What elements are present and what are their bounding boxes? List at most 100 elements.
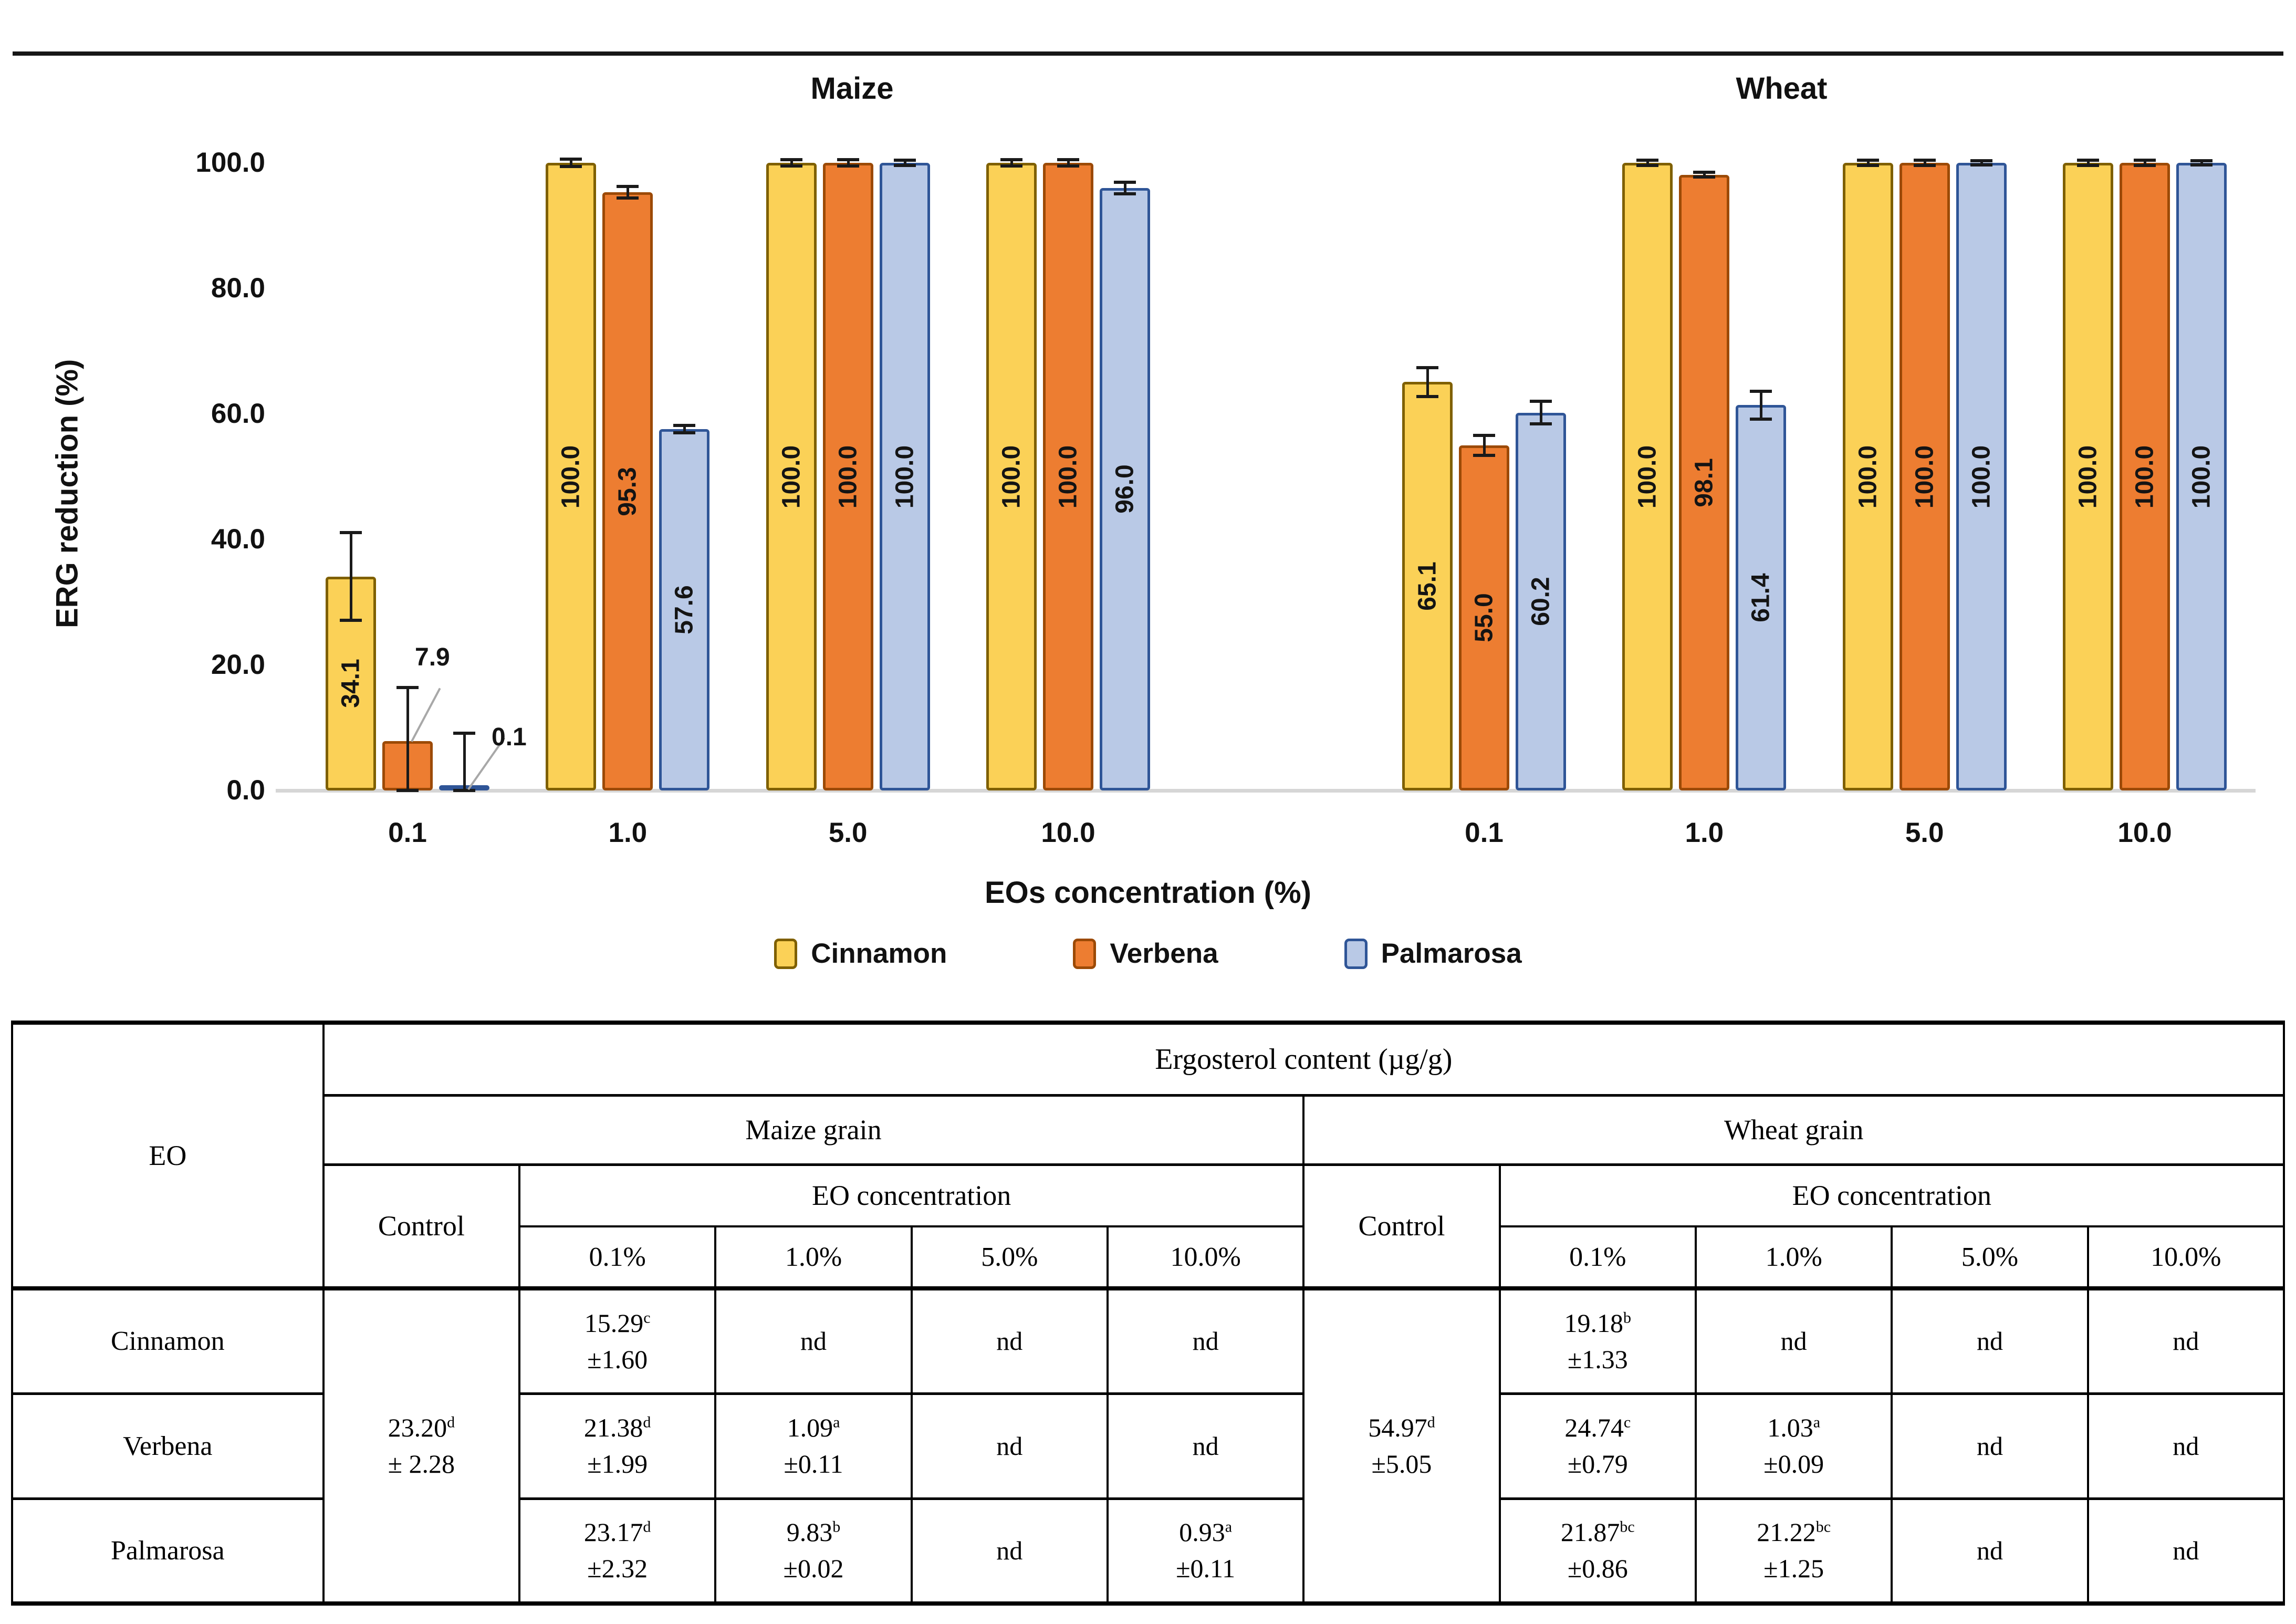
- bar-palmarosa-maize-5.0: 100.0: [879, 159, 930, 790]
- legend-swatch-icon: [1073, 938, 1097, 969]
- value-line: 23.17d: [583, 1517, 651, 1547]
- pct-header-maize-1.0%: 1.0%: [714, 1226, 913, 1290]
- y-tick-label: 0.0: [226, 775, 265, 806]
- bar-cinnamon-maize-10.0: 100.0: [986, 158, 1037, 790]
- error-bar-cap: [673, 431, 696, 434]
- bar-cinnamon-maize-1.0: 100.0: [546, 157, 597, 790]
- error-bar: [2086, 160, 2090, 165]
- error-bar: [350, 532, 352, 621]
- x-tick-label: 1.0: [608, 817, 648, 848]
- value-line: 21.38d: [583, 1413, 651, 1442]
- bar-value-label: 55.0: [1470, 593, 1498, 643]
- error-bar-cap: [2076, 159, 2099, 162]
- cell-wheat-0.1%-cinnamon: 19.18b ±1.33: [1498, 1288, 1697, 1395]
- nd-value: nd: [1780, 1326, 1807, 1356]
- value-line: 1.09a: [787, 1413, 840, 1442]
- bar-verbena-wheat-1.0: 98.1: [1679, 163, 1730, 790]
- error-bar-cap: [1970, 159, 1992, 163]
- row-header-verbena: Verbena: [11, 1393, 325, 1500]
- control-header-wheat: Control: [1302, 1164, 1501, 1290]
- y-tick-label: 20.0: [211, 649, 265, 680]
- cell-wheat-10.0%-palmarosa: nd: [2086, 1498, 2285, 1604]
- pct-header-wheat-0.1%: 0.1%: [1498, 1226, 1697, 1290]
- bar-rect: [602, 192, 653, 790]
- x-axis-line: [276, 789, 2256, 793]
- error-bar-cap: [1750, 389, 1772, 393]
- bar-group-maize-5.0: 100.0 100.0 100.0 5.0: [766, 158, 930, 848]
- error-line: ±2.32: [587, 1554, 648, 1584]
- bar-value-label: 100.0: [2074, 445, 2102, 508]
- error-bar: [2200, 161, 2203, 165]
- error-bar-cap: [396, 789, 419, 792]
- bar-value-label: 100.0: [1054, 445, 1082, 508]
- cell-maize-5.0%-cinnamon: nd: [910, 1288, 1109, 1395]
- bar-value-label: 100.0: [997, 445, 1026, 508]
- table-header-eo: EO: [11, 1023, 325, 1290]
- error-bar-cap: [617, 185, 639, 189]
- value-line: 0.93a: [1179, 1517, 1233, 1547]
- nd-value: nd: [2173, 1326, 2199, 1356]
- bar-verbena-wheat-5.0: 100.0: [1899, 159, 1950, 790]
- value-line: 21.87bc: [1560, 1517, 1635, 1547]
- x-tick-label: 5.0: [1905, 817, 1944, 848]
- error-bar: [1866, 160, 1870, 165]
- bar-rect: [1899, 163, 1950, 790]
- ergosterol-table: EO Ergosterol content (µg/g) Maize grain Wh…: [11, 1021, 2285, 1606]
- plot-area: 34.1 7.9 0.1 0.1 100.0 95.3 57.6 1.0 100.0 100.0 1…: [276, 157, 2256, 848]
- bar-value-label: 100.0: [1911, 445, 1939, 508]
- error-line: ±1.99: [587, 1449, 648, 1479]
- bar-cinnamon-wheat-5.0: 100.0: [1842, 159, 1893, 790]
- bar-rect: [1099, 188, 1150, 790]
- cell-wheat-control: 54.97d ±5.05: [1302, 1288, 1501, 1604]
- error-line: ±1.25: [1763, 1554, 1824, 1584]
- bar-group-wheat-1.0: 100.0 98.1 61.4 1.0: [1622, 159, 1787, 848]
- ergosterol-table-wrap: EO Ergosterol content (µg/g) Maize grain Wh…: [11, 1021, 2285, 1606]
- error-bar-cap: [396, 686, 419, 690]
- grain-header-maize: Maize grain: [322, 1095, 1305, 1166]
- error-bar-cap: [1750, 417, 1772, 421]
- bar-value-label: 65.1: [1413, 561, 1442, 611]
- error-bar-cap: [1913, 159, 1936, 162]
- error-bar-cap: [837, 158, 859, 162]
- bar-verbena-wheat-0.1: 55.0: [1459, 163, 1509, 790]
- bar-palmarosa-wheat-10.0: 100.0: [2176, 159, 2227, 790]
- bar-rect: [1516, 412, 1566, 790]
- panel-wheat: 65.1 55.0 60.2 0.1 100.0 98.1 61.4 1.0 100.0 100.…: [1271, 159, 2248, 848]
- y-tick-label: 40.0: [211, 524, 265, 555]
- panel-maize: 34.1 7.9 0.1 0.1 100.0 95.3 57.6 1.0 100.0 100.0 1…: [294, 157, 1271, 848]
- x-tick-label: 0.1: [1465, 817, 1504, 848]
- error-bar: [1980, 161, 1983, 165]
- bar-value-label: 100.0: [2131, 445, 2159, 508]
- bar-rect: [1842, 163, 1893, 790]
- bar-rect: [1679, 174, 1730, 790]
- legend-swatch-icon: [774, 938, 798, 969]
- error-bar-cap: [837, 164, 859, 168]
- pct-header-wheat-1.0%: 1.0%: [1694, 1226, 1893, 1290]
- bar-rect: [2062, 163, 2113, 790]
- bar-rect: [766, 163, 817, 790]
- error-bar-cap: [2133, 163, 2156, 167]
- error-bar-cap: [1057, 164, 1079, 168]
- cell-wheat-5.0%-cinnamon: nd: [1891, 1288, 2089, 1395]
- table-header-row: EO Ergosterol content (µg/g): [11, 1023, 2285, 1290]
- top-rule: [13, 51, 2283, 56]
- error-bar-cap: [617, 196, 639, 200]
- pct-header-wheat-5.0%: 5.0%: [1891, 1226, 2089, 1290]
- cell-maize-0.1%-cinnamon: 15.29c ±1.60: [518, 1288, 717, 1395]
- cell-maize-control: 23.20d ± 2.28: [322, 1288, 520, 1604]
- row-header-cinnamon: Cinnamon: [11, 1288, 325, 1395]
- x-tick-label: 10.0: [1041, 817, 1095, 848]
- bar-rect: [1459, 445, 1509, 790]
- panel-title-maize: Maize: [810, 71, 894, 106]
- nd-value: nd: [996, 1535, 1023, 1565]
- error-bar-cap: [780, 164, 802, 168]
- cell-maize-10.0%-cinnamon: nd: [1106, 1288, 1305, 1395]
- bar-rect: [1622, 163, 1673, 790]
- nd-value: nd: [1976, 1535, 2003, 1565]
- bar-cinnamon-maize-5.0: 100.0: [766, 158, 817, 790]
- error-bar-cap: [673, 423, 696, 427]
- cell-wheat-5.0%-verbena: nd: [1891, 1393, 2089, 1500]
- error-line: ±0.86: [1567, 1554, 1628, 1584]
- cell-maize-1.0%-verbena: 1.09a ±0.11: [714, 1393, 913, 1500]
